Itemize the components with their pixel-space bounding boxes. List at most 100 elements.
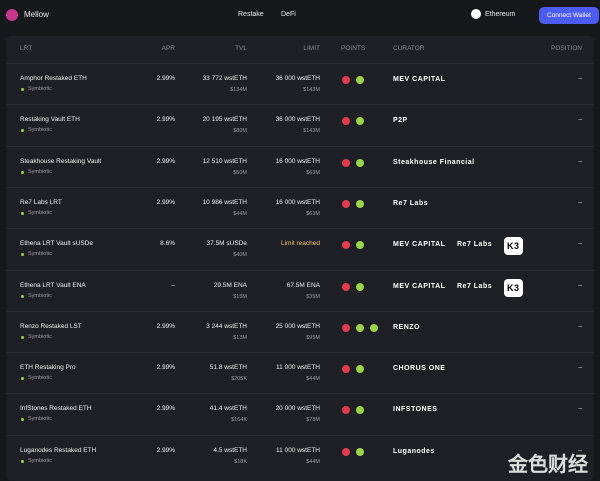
tvl: 12 510 wstETH (202, 157, 247, 165)
limit: 67.5M ENA (286, 281, 320, 289)
protocol: Symbiotic (28, 375, 52, 382)
table-row[interactable] (6, 145, 594, 188)
table-row[interactable] (6, 104, 594, 146)
position: – (578, 116, 582, 124)
points-icon (342, 76, 350, 84)
limit: 25 000 wstETH (275, 322, 320, 330)
limit-usd: $44M (306, 458, 320, 465)
vault-name: Ethena LRT Vault ENA (20, 281, 86, 289)
curator-logo[interactable]: MEV CAPITAL (393, 76, 446, 83)
apr: 2.99% (156, 157, 175, 165)
network-icon (471, 9, 481, 19)
limit: 11 000 wstETH (276, 364, 320, 372)
tvl: 29.5M ENA (213, 281, 247, 289)
limit-usd: $35M (306, 293, 320, 300)
column-header: LIMIT (303, 45, 320, 52)
protocol-dot (21, 335, 24, 339)
protocol: Symbiotic (28, 333, 52, 340)
points-icon (356, 282, 364, 291)
table-row[interactable] (6, 352, 594, 394)
curator-logo[interactable]: K3 (504, 278, 523, 297)
tvl: 41.4 wstETH (209, 405, 247, 413)
tvl-usd: $50M (233, 169, 247, 176)
vault-name: InfStones Restaked ETH (20, 405, 92, 413)
position: – (578, 157, 582, 165)
tvl-usd: $205K (231, 376, 247, 383)
curator-logo[interactable]: Re7 Labs (457, 282, 493, 290)
table-row[interactable] (6, 63, 594, 105)
curator-logo[interactable]: INFSTONES (393, 406, 438, 414)
table-row[interactable] (6, 269, 594, 312)
logo[interactable]: Mellow (24, 10, 49, 19)
protocol: Symbiotic (28, 251, 52, 258)
limit: 16 000 wstETH (275, 157, 320, 165)
tvl-usd: $13M (233, 334, 247, 341)
position: – (578, 322, 582, 330)
tvl: 33 772 wstETH (202, 75, 247, 82)
vault-name: Ethena LRT Vault sUSDe (20, 240, 93, 248)
curator-logo[interactable]: Re7 Labs (393, 199, 429, 207)
tvl-usd: $15M (233, 293, 247, 300)
apr: 2.99% (156, 116, 175, 124)
apr: 2.99% (156, 198, 175, 206)
points-icon (342, 158, 350, 167)
vault-name: Re7 Labs LRT (20, 198, 62, 206)
points-icon (356, 158, 364, 167)
nav-link[interactable]: DeFi (281, 11, 296, 18)
curator-logo[interactable]: MEV CAPITAL (393, 241, 446, 249)
limit: 36 000 wstETH (275, 75, 320, 82)
position: – (578, 198, 582, 206)
tvl: 3 244 wstETH (206, 322, 247, 330)
nav-link[interactable]: Restake (238, 11, 264, 18)
points-icon (342, 117, 350, 126)
points-icon (342, 323, 350, 332)
tvl-usd: $40M (233, 252, 247, 259)
protocol: Symbiotic (28, 416, 52, 423)
table-row[interactable] (6, 186, 594, 229)
points-icon (342, 282, 350, 291)
vault-name: Luganodes Restaked ETH (20, 446, 97, 454)
curator-logo[interactable]: MEV CAPITAL (393, 282, 446, 290)
apr: 8.6% (160, 240, 175, 248)
position: – (578, 446, 582, 454)
table-row[interactable] (6, 310, 594, 353)
table-row[interactable] (6, 393, 594, 435)
curator-logo[interactable]: CHORUS ONE (393, 365, 446, 373)
column-header: CURATOR (393, 45, 425, 52)
points-icon (356, 76, 364, 84)
curator-logo[interactable]: Steakhouse Financial (393, 158, 475, 166)
column-header: POSITION (550, 45, 582, 52)
column-header: POINTS (341, 45, 366, 52)
table-row[interactable] (6, 228, 594, 270)
curator-logo[interactable]: Luganodes (393, 447, 435, 455)
tvl: 51.8 wstETH (209, 364, 247, 372)
apr: – (171, 281, 175, 289)
apr: 2.99% (156, 446, 175, 454)
table-row[interactable] (6, 434, 594, 477)
table-card (6, 36, 594, 481)
tvl-usd: $134M (230, 87, 247, 93)
network[interactable]: Ethereum (485, 11, 516, 18)
points-icon (356, 323, 364, 332)
limit-usd: $78M (306, 417, 320, 424)
tvl: 4.5 wstETH (213, 446, 247, 454)
limit-usd: $63M (306, 210, 320, 217)
curator-logo[interactable]: Re7 Labs (457, 241, 493, 249)
vault-name: ETH Restaking Pro (20, 364, 76, 372)
points-icon (342, 241, 350, 250)
protocol: Symbiotic (28, 168, 52, 175)
column-header: APR (161, 45, 175, 52)
protocol-dot (21, 253, 24, 257)
curator-logo[interactable]: RENZO (393, 323, 420, 331)
curator-logo[interactable]: P2P (393, 117, 408, 125)
points-icon (342, 365, 350, 374)
limit-usd: $95M (306, 334, 320, 341)
apr: 2.99% (156, 364, 175, 372)
tvl: 20 195 wstETH (202, 116, 247, 124)
connect-button[interactable]: Connect Wallet (539, 7, 599, 24)
points-icon (342, 406, 350, 415)
curator-logo[interactable]: K3 (504, 237, 523, 256)
protocol: Symbiotic (28, 457, 52, 464)
tvl-usd: $80M (233, 128, 247, 135)
vault-name: Restaking Vault ETH (20, 116, 80, 124)
